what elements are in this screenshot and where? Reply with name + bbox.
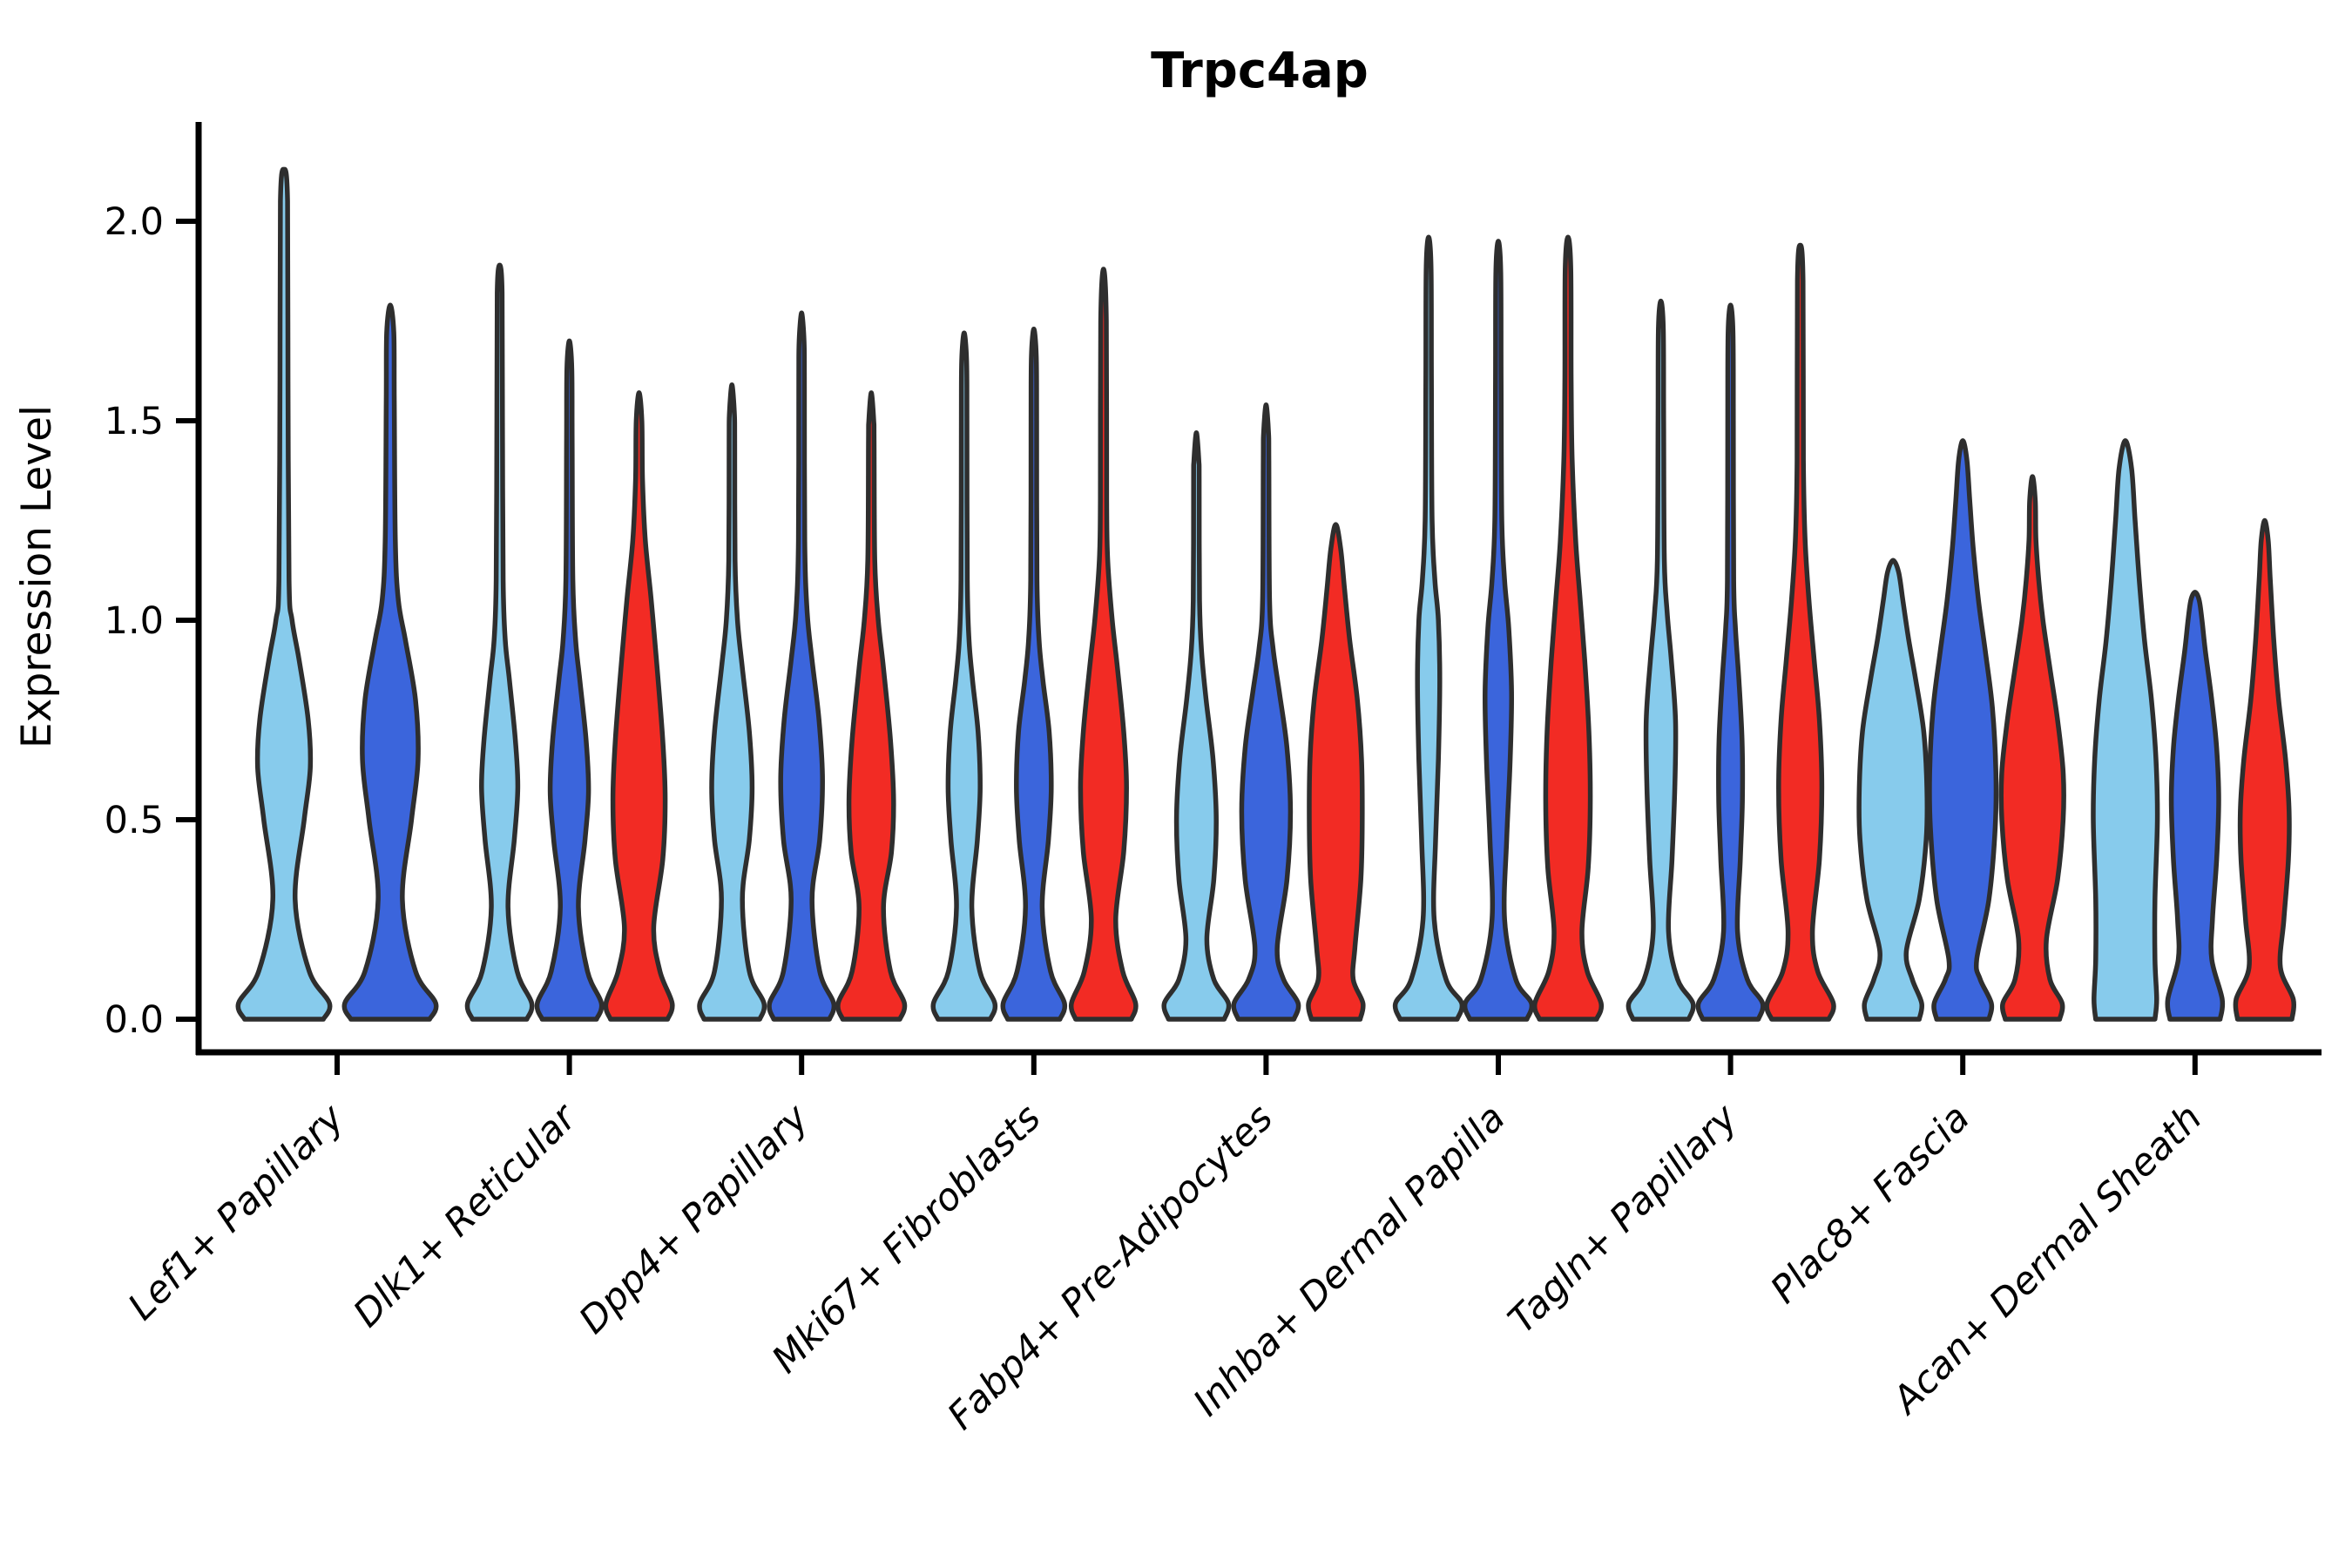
violin-lef1-papillary-series-2 — [341, 302, 439, 1022]
x-tick-label: Tagln+ Papillary — [1500, 1096, 1747, 1342]
violin-fabp4-pre-adipocytes-series-3 — [1306, 522, 1366, 1022]
violins-layer — [235, 166, 2297, 1022]
violin-inhba-dermal-papilla-series-3 — [1531, 234, 1605, 1022]
violin-tagln-papillary-series-3 — [1764, 242, 1836, 1022]
violin-plac8-fascia-series-2 — [1927, 438, 1999, 1022]
violin-dpp4-papillary-series-3 — [835, 390, 908, 1022]
y-tick-label: 1.0 — [105, 599, 164, 643]
violin-acan-dermal-sheath-series-3 — [2233, 517, 2297, 1022]
y-tick-label: 2.0 — [105, 200, 164, 244]
violin-inhba-dermal-papilla-series-2 — [1462, 239, 1535, 1022]
x-tick-label: Dlk1+ Reticular — [345, 1095, 586, 1336]
violin-tagln-papillary-series-2 — [1695, 302, 1766, 1022]
violin-dlk1-reticular-series-2 — [534, 338, 605, 1022]
x-tick-label: Dpp4+ Papillary — [571, 1096, 817, 1342]
violin-tagln-papillary-series-1 — [1625, 298, 1696, 1022]
violin-fabp4-pre-adipocytes-series-1 — [1161, 429, 1232, 1022]
y-tick-label: 1.5 — [105, 400, 164, 443]
violin-inhba-dermal-papilla-series-1 — [1392, 234, 1465, 1022]
chart-title: Trpc4ap — [1151, 43, 1369, 99]
violin-plac8-fascia-series-1 — [1856, 558, 1930, 1022]
x-tick-label: Plac8+ Fascia — [1762, 1096, 1978, 1312]
violin-acan-dermal-sheath-series-1 — [2091, 438, 2160, 1022]
x-tick-label: Mki67+ Fibroblasts — [764, 1096, 1050, 1382]
violin-lef1-papillary-series-1 — [235, 166, 333, 1022]
x-tick-label: Lef1+ Papillary — [120, 1096, 353, 1328]
violin-plac8-fascia-series-3 — [1998, 474, 2066, 1022]
violin-mki67-fibroblasts-series-1 — [930, 330, 998, 1022]
violin-mki67-fibroblasts-series-2 — [1000, 326, 1068, 1022]
violin-mki67-fibroblasts-series-3 — [1068, 267, 1139, 1022]
violin-dlk1-reticular-series-1 — [464, 262, 535, 1022]
y-tick-label: 0.5 — [105, 799, 164, 842]
violin-dlk1-reticular-series-3 — [603, 390, 675, 1022]
violin-fabp4-pre-adipocytes-series-2 — [1231, 402, 1301, 1022]
violin-acan-dermal-sheath-series-2 — [2165, 590, 2226, 1022]
violin-dpp4-papillary-series-1 — [697, 382, 767, 1022]
y-tick-label: 0.0 — [105, 998, 164, 1042]
y-axis-label: Expression Level — [13, 405, 61, 748]
violin-dpp4-papillary-series-2 — [767, 310, 837, 1022]
